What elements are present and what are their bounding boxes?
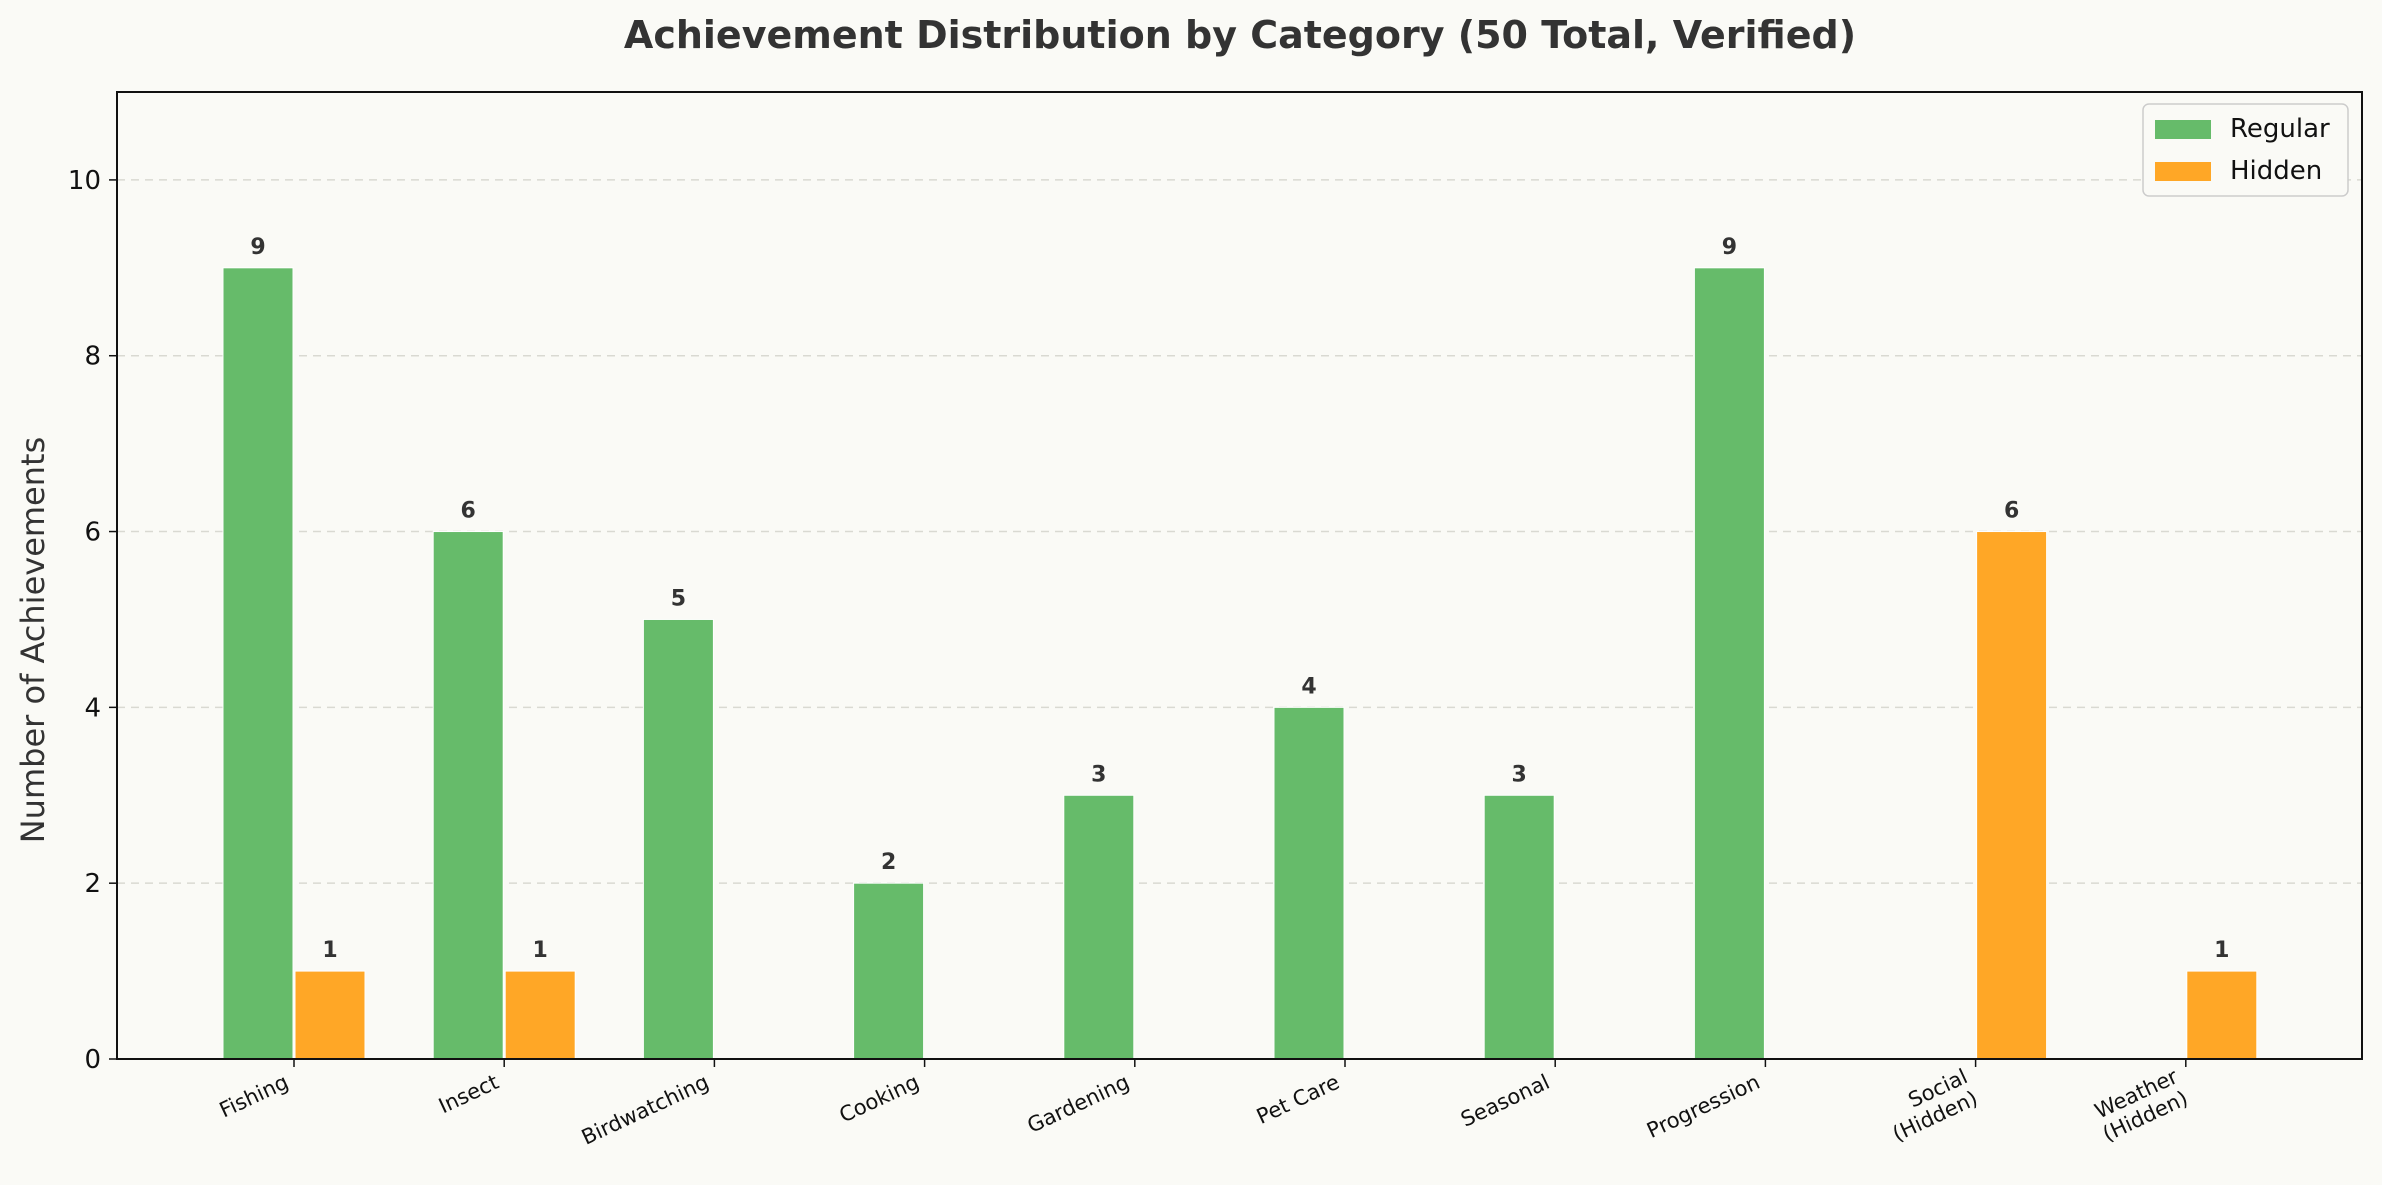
bar-regular — [853, 882, 925, 1060]
y-tick-label: 4 — [84, 693, 101, 723]
bar-hidden — [2186, 970, 2258, 1060]
y-tick-label: 6 — [84, 518, 101, 548]
legend-label-regular: Regular — [2230, 114, 2330, 144]
data-label: 9 — [1722, 235, 1737, 260]
data-label: 1 — [533, 938, 548, 963]
bar-regular — [432, 531, 504, 1060]
x-tick-label: Weather(Hidden) — [2089, 1064, 2192, 1146]
legend-label-hidden: Hidden — [2230, 156, 2322, 186]
data-label: 2 — [881, 850, 896, 875]
grid-lines — [117, 179, 2362, 884]
plot-frame — [116, 91, 2363, 1060]
data-label: 3 — [1512, 762, 1527, 787]
bar-regular — [1693, 267, 1765, 1060]
y-tick-label: 8 — [84, 342, 101, 372]
bar-regular — [1273, 706, 1345, 1060]
bar-regular — [1483, 794, 1555, 1060]
y-tick-label: 10 — [68, 166, 101, 196]
data-label: 6 — [2004, 499, 2019, 524]
legend-swatch-hidden — [2155, 162, 2211, 181]
bars — [222, 267, 2258, 1060]
data-label: 3 — [1091, 762, 1106, 787]
data-labels: 9 1 6 1 5 2 3 4 3 9 6 1 — [250, 235, 2229, 963]
y-tick-label: 2 — [84, 869, 101, 899]
data-label: 9 — [250, 235, 265, 260]
data-label: 6 — [461, 499, 476, 524]
legend-swatch-regular — [2155, 120, 2211, 139]
bar-regular — [222, 267, 294, 1060]
legend: Regular Hidden — [2142, 103, 2349, 197]
chart-title: Achievement Distribution by Category (50… — [624, 13, 1856, 57]
bar-hidden — [1976, 531, 2048, 1060]
bar-hidden — [294, 970, 366, 1060]
data-label: 1 — [322, 938, 337, 963]
bar-hidden — [504, 970, 576, 1060]
bar-regular — [642, 618, 714, 1060]
data-label: 1 — [2214, 938, 2229, 963]
y-axis-label: Number of Achievements — [14, 437, 52, 844]
y-tick-label: 0 — [84, 1045, 101, 1075]
data-label: 5 — [671, 586, 686, 611]
bar-regular — [1063, 794, 1135, 1060]
data-label: 4 — [1301, 674, 1316, 699]
